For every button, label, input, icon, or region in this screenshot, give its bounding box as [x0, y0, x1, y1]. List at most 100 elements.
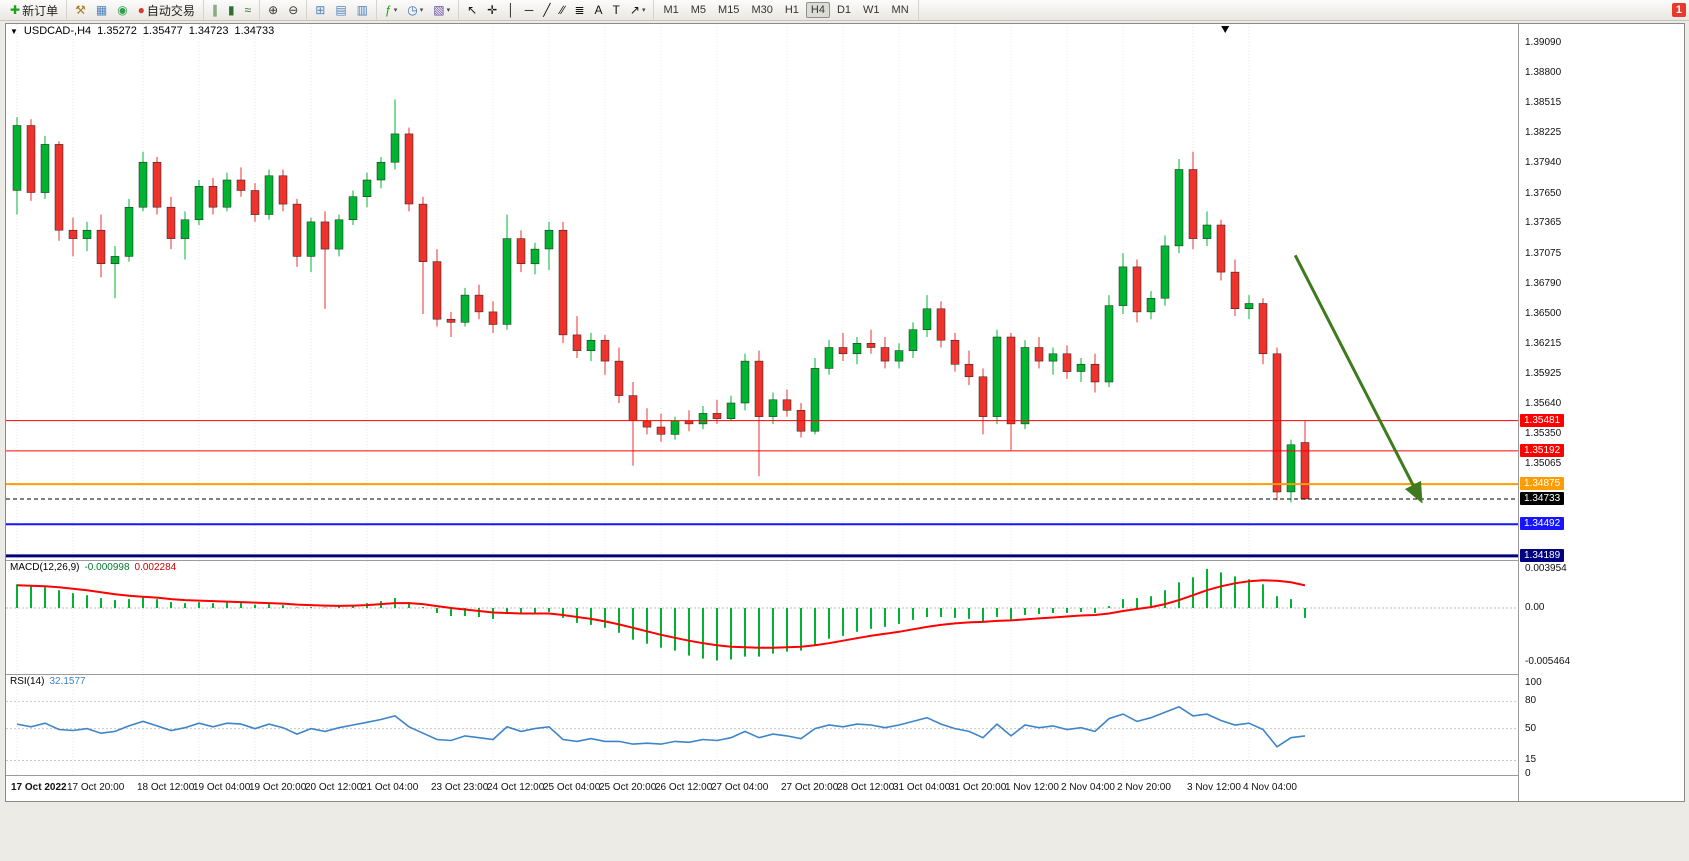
macd-signal-line [16, 579, 1306, 649]
metaeditor-button[interactable]: ⚒ [71, 1, 90, 20]
trendline-button[interactable]: ╱ [539, 1, 554, 20]
timeframe-mn-button[interactable]: MN [891, 4, 909, 16]
periods-button[interactable]: ◷ ▾ [403, 1, 427, 20]
alerts-icon: ◉ [117, 3, 128, 17]
time-axis-label: 2 Nov 04:00 [1061, 782, 1115, 793]
arrange-windows-icon: ▥ [356, 3, 369, 17]
timeframe-h4-button[interactable]: H4 [805, 2, 830, 18]
tile-windows-button[interactable]: ⊞ [311, 1, 329, 20]
time-axis-label: 27 Oct 20:00 [781, 782, 839, 793]
macd-pane[interactable]: MACD(12,26,9) -0.000998 0.002284 [6, 561, 1518, 675]
price-axis-label: 1.37365 [1525, 217, 1562, 229]
timeframe-w1-button[interactable]: W1 [863, 4, 880, 16]
toolbar-group: ⊕ ⊖ [260, 0, 308, 20]
cascade-windows-icon: ▤ [335, 3, 347, 17]
alerts-button[interactable]: ◉ [113, 1, 131, 20]
price-axis-label: 1.35640 [1525, 398, 1562, 410]
channel-button[interactable]: ∕∕ [556, 1, 568, 20]
zoom-in-button[interactable]: ⊕ [264, 1, 282, 20]
price-axis-label: 1.35925 [1525, 368, 1562, 380]
time-axis-label: 23 Oct 23:00 [431, 782, 489, 793]
notification-badge[interactable]: 1 [1671, 3, 1686, 17]
vertical-line-icon: │ [507, 3, 515, 17]
price-axis-label: 1.38515 [1525, 97, 1562, 109]
fibonacci-button[interactable]: ≣ [570, 1, 588, 20]
time-axis-label: 3 Nov 12:00 [1187, 782, 1241, 793]
price-level-tag: 1.34189 [1520, 548, 1565, 562]
time-axis-label: 25 Oct 20:00 [599, 782, 657, 793]
timeframe-m30-button[interactable]: M30 [751, 4, 773, 16]
line-chart-type-button[interactable]: ≈ [241, 1, 256, 20]
text-label-icon: T [612, 3, 620, 17]
price-level-tag: 1.34492 [1520, 517, 1565, 531]
price-level-tag: 1.34875 [1520, 477, 1565, 491]
price-axis-label: 1.37940 [1525, 157, 1562, 169]
price-axis-label: 1.35065 [1525, 458, 1562, 470]
timeframe-m15-button[interactable]: M15 [718, 4, 740, 16]
dropdown-arrow-icon[interactable]: ▾ [446, 7, 451, 14]
rsi-pane[interactable]: RSI(14) 32.1577 [6, 675, 1518, 776]
cursor-button[interactable]: ↖ [463, 1, 481, 20]
periods-icon: ◷ [407, 3, 418, 17]
toolbar-group: ∥ ▮ ≈ [204, 0, 261, 20]
text-label-button[interactable]: T [609, 1, 624, 20]
timeframe-toolbar: M1 M5 M15 M30 H1 H4 D1 W1 MN [654, 0, 919, 20]
price-axis-label: 1.37075 [1525, 247, 1562, 259]
market-watch-button[interactable]: ▦ [92, 1, 111, 20]
arrows-tool-button[interactable]: ↗ ▾ [626, 1, 650, 20]
auto-trading-button-label: 自动交易 [146, 3, 195, 18]
new-order-button-label: 新订单 [22, 3, 59, 18]
vertical-line-button[interactable]: │ [503, 1, 519, 20]
dropdown-arrow-icon[interactable]: ▾ [393, 7, 398, 14]
cascade-windows-button[interactable]: ▤ [331, 1, 350, 20]
dropdown-arrow-icon[interactable]: ▾ [419, 7, 424, 14]
time-axis-label: 19 Oct 20:00 [249, 782, 307, 793]
fibonacci-icon: ≣ [574, 3, 585, 17]
crosshair-button[interactable]: ✛ [483, 1, 501, 20]
toolbar-group: ✚ 新订单 [2, 0, 68, 20]
price-level-tag: 1.35192 [1520, 443, 1565, 457]
macd-axis-label: 0.003954 [1525, 562, 1567, 574]
auto-trading-button[interactable]: ● 自动交易 [134, 1, 199, 20]
metaeditor-icon: ⚒ [75, 3, 86, 17]
timeframe-h1-button[interactable]: H1 [784, 4, 799, 16]
chart-window: ▼ USDCAD-,H4 1.35272 1.35477 1.34723 1.3… [5, 23, 1685, 802]
bar-chart-type-button[interactable]: ∥ [208, 1, 222, 20]
symbol-dropdown-icon[interactable]: ▼ [10, 26, 18, 36]
price-chart-pane[interactable]: ▼ USDCAD-,H4 1.35272 1.35477 1.34723 1.3… [6, 24, 1518, 561]
price-axis-label: 1.37650 [1525, 187, 1562, 199]
price-chart-canvas[interactable] [6, 24, 1518, 560]
trendline-icon: ╱ [543, 3, 551, 17]
time-axis-label: 19 Oct 04:00 [193, 782, 251, 793]
indicators-button[interactable]: ƒ ▾ [381, 1, 401, 20]
rsi-canvas[interactable] [6, 675, 1518, 775]
toolbar: ✚ 新订单 ⚒ ▦ ◉ ● 自动交易 ∥ ▮ ≈ ⊕ ⊖ ⊞ ▤ ▥ ƒ ▾ ◷ ▾ ▧ ▾ ↖ ✛ │ ─ ╱ ∕∕ ≣ A T ↗ ▾ M1… [0, 0, 1689, 21]
text-icon: A [594, 3, 603, 17]
price-axis[interactable]: 1.39090 1.38800 1.38515 1.38225 1.37940 1.376… [1518, 24, 1684, 801]
line-chart-type-icon: ≈ [244, 3, 252, 17]
horizontal-line-button[interactable]: ─ [521, 1, 538, 20]
price-axis-label: 1.38225 [1525, 127, 1562, 139]
toolbar-group: ƒ ▾ ◷ ▾ ▧ ▾ [377, 0, 460, 20]
timeframe-m1-button[interactable]: M1 [663, 4, 679, 16]
crosshair-icon: ✛ [487, 3, 498, 17]
time-axis[interactable]: 17 Oct 2022 17 Oct 20:00 18 Oct 12:00 19 Oc… [6, 776, 1518, 801]
time-axis-label: 28 Oct 12:00 [837, 782, 895, 793]
time-axis-label: 20 Oct 12:00 [305, 782, 363, 793]
down-arrow-annotation [1293, 254, 1423, 504]
templates-icon: ▧ [433, 3, 445, 17]
timeframe-d1-button[interactable]: D1 [836, 4, 852, 16]
arrange-windows-button[interactable]: ▥ [353, 1, 372, 20]
templates-button[interactable]: ▧ ▾ [429, 1, 454, 20]
candlestick-chart-type-button[interactable]: ▮ [224, 1, 239, 20]
channel-icon: ∕∕ [560, 3, 565, 17]
timeframe-m5-button[interactable]: M5 [690, 4, 707, 16]
new-order-button[interactable]: ✚ 新订单 [6, 1, 62, 20]
rsi-axis-label: 100 [1525, 677, 1542, 689]
macd-canvas[interactable] [6, 561, 1518, 674]
text-button[interactable]: A [591, 1, 607, 20]
dropdown-arrow-icon[interactable]: ▾ [641, 7, 646, 14]
toolbar-group: ↖ ✛ │ ─ ╱ ∕∕ ≣ A T ↗ ▾ [459, 0, 655, 20]
toolbar-group: ⊞ ▤ ▥ [307, 0, 378, 20]
zoom-out-button[interactable]: ⊖ [284, 1, 302, 20]
